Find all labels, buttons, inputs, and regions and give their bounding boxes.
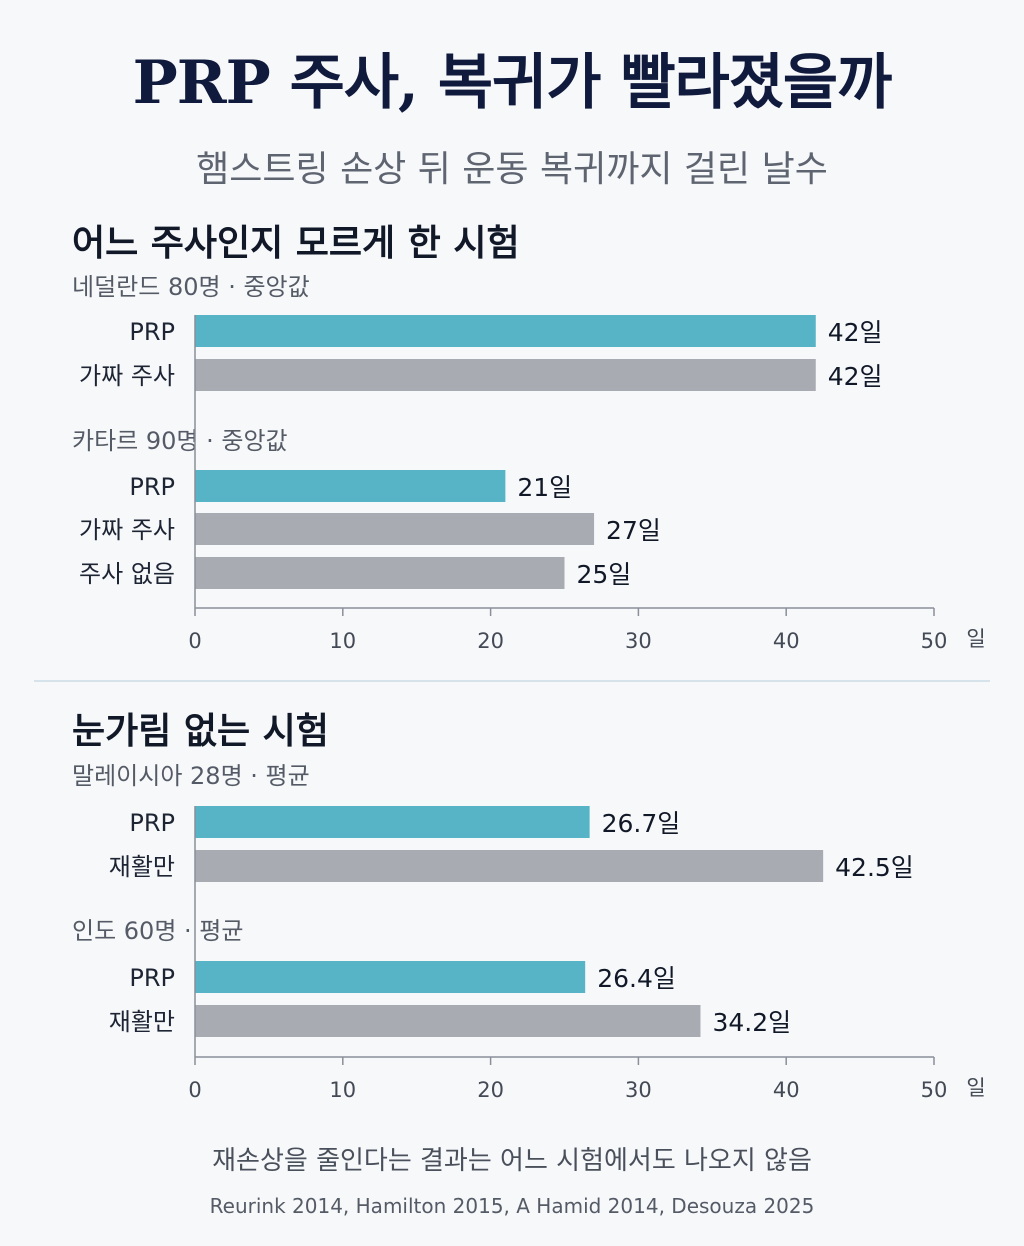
source-citation: Reurink 2014, Hamilton 2015, A Hamid 201… — [209, 1194, 815, 1218]
section-divider — [34, 680, 990, 682]
bar-control — [195, 850, 824, 882]
x-tick-label: 40 — [773, 1078, 800, 1102]
x-tick-label: 0 — [188, 1078, 201, 1102]
bar-prp — [195, 806, 590, 838]
group-label: 카타르 90명 · 중앙값 — [72, 427, 288, 455]
category-label: PRP — [129, 318, 175, 346]
bar-prp — [195, 961, 586, 993]
x-tick-label: 0 — [188, 629, 201, 653]
category-label: 가짜 주사 — [79, 362, 175, 390]
section-title-blinded: 어느 주사인지 모르게 한 시험 — [72, 223, 520, 264]
value-label: 26.4일 — [597, 964, 676, 993]
value-label: 25일 — [577, 560, 632, 589]
value-label: 21일 — [517, 473, 572, 502]
x-tick-label: 40 — [773, 629, 800, 653]
x-tick-label: 20 — [477, 1078, 504, 1102]
bar-control — [195, 1005, 701, 1037]
value-label: 42.5일 — [835, 853, 914, 882]
group-label: 말레이시아 28명 · 평균 — [72, 762, 310, 790]
value-label: 27일 — [606, 516, 661, 545]
bar-control — [195, 557, 565, 589]
x-tick-label: 20 — [477, 629, 504, 653]
x-axis-unit-label: 일 — [966, 1076, 985, 1100]
x-tick-label: 10 — [329, 629, 356, 653]
section-title-unblinded: 눈가림 없는 시험 — [72, 711, 329, 752]
category-label: PRP — [129, 809, 175, 837]
bar-control — [195, 359, 816, 391]
value-label: 26.7일 — [602, 809, 681, 838]
category-label: PRP — [129, 964, 175, 992]
x-tick-label: 30 — [625, 629, 652, 653]
category-label: 가짜 주사 — [79, 516, 175, 544]
chart-subtitle: 햄스트링 손상 뒤 운동 복귀까지 걸린 날수 — [196, 149, 828, 190]
category-label: 재활만 — [109, 1008, 175, 1036]
footnote: 재손상을 줄인다는 결과는 어느 시험에서도 나오지 않음 — [212, 1146, 812, 1176]
category-label: PRP — [129, 473, 175, 501]
value-label: 34.2일 — [712, 1008, 791, 1037]
group-label: 네덜란드 80명 · 중앙값 — [72, 273, 310, 301]
chart-title: PRP 주사, 복귀가 빨라졌을까 — [132, 48, 893, 118]
x-axis-unit-label: 일 — [966, 627, 985, 651]
x-tick-label: 30 — [625, 1078, 652, 1102]
group-label: 인도 60명 · 평균 — [72, 917, 243, 945]
category-label: 주사 없음 — [79, 560, 175, 588]
x-tick-label: 10 — [329, 1078, 356, 1102]
bar-prp — [195, 470, 506, 502]
value-label: 42일 — [828, 318, 883, 347]
value-label: 42일 — [828, 362, 883, 391]
category-label: 재활만 — [109, 853, 175, 881]
x-tick-label: 50 — [921, 629, 948, 653]
bar-control — [195, 513, 595, 545]
bar-prp — [195, 315, 816, 347]
x-tick-label: 50 — [921, 1078, 948, 1102]
